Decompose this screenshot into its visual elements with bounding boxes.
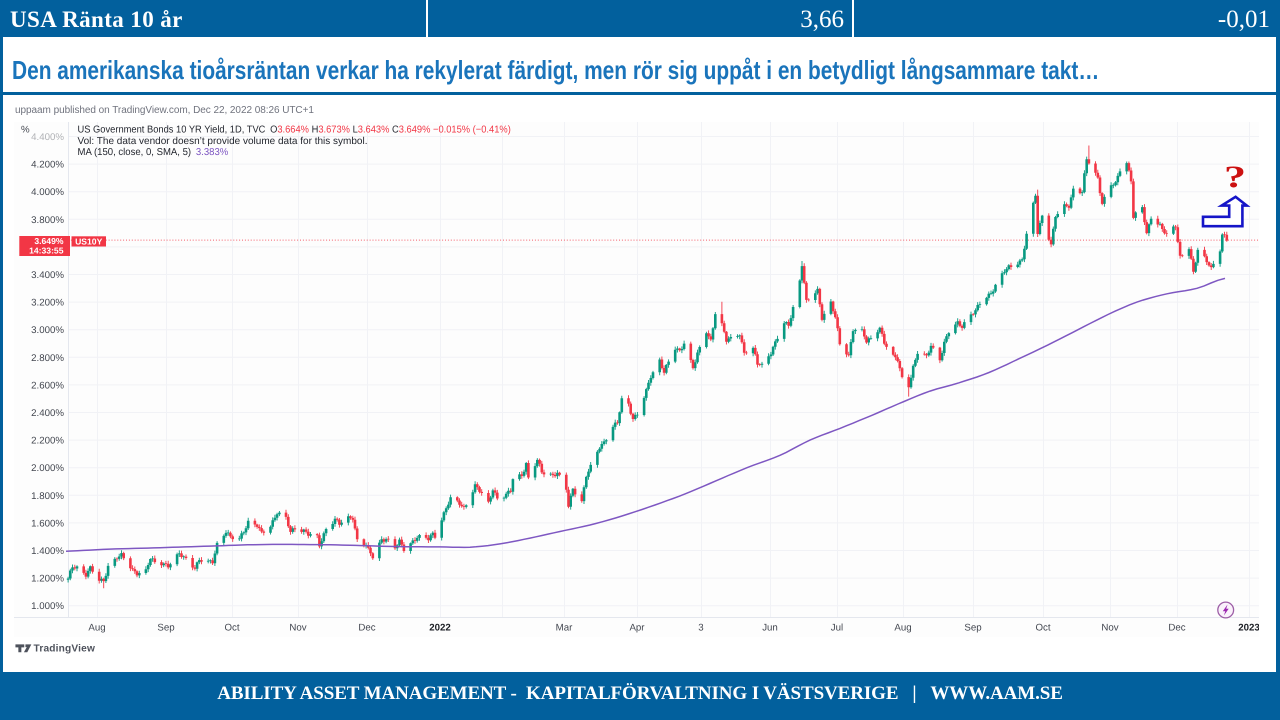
svg-text:4.400%: 4.400% <box>31 132 64 143</box>
svg-text:2022: 2022 <box>429 623 451 634</box>
svg-text:Apr: Apr <box>629 623 645 634</box>
svg-text:3.000%: 3.000% <box>31 325 64 336</box>
svg-text:3.400%: 3.400% <box>31 270 64 281</box>
svg-text:Dec: Dec <box>1168 623 1185 634</box>
svg-text:14:33:55: 14:33:55 <box>29 246 64 256</box>
svg-text:%: % <box>21 125 30 136</box>
svg-text:3.800%: 3.800% <box>31 215 64 226</box>
svg-text:3.200%: 3.200% <box>31 298 64 309</box>
svg-text:4.200%: 4.200% <box>31 160 64 171</box>
svg-text:Jul: Jul <box>831 623 843 634</box>
svg-text:?: ? <box>1224 159 1246 194</box>
svg-text:Oct: Oct <box>1035 623 1050 634</box>
svg-text:Vol: The data vendor doesn’t p: Vol: The data vendor doesn’t provide vol… <box>78 136 368 147</box>
svg-text:2.400%: 2.400% <box>31 408 64 419</box>
svg-text:Nov: Nov <box>289 623 306 634</box>
svg-text:Oct: Oct <box>224 623 239 634</box>
svg-text:Aug: Aug <box>88 623 105 634</box>
svg-text:2023: 2023 <box>1238 623 1259 634</box>
svg-text:Dec: Dec <box>358 623 375 634</box>
svg-text:1.200%: 1.200% <box>31 574 64 585</box>
svg-text:1.600%: 1.600% <box>31 518 64 529</box>
svg-text:MA (150, close, 0, SMA, 5) 3.3: MA (150, close, 0, SMA, 5) 3.383% <box>78 147 229 158</box>
svg-text:1.000%: 1.000% <box>31 601 64 612</box>
svg-text:Nov: Nov <box>1101 623 1118 634</box>
svg-text:Aug: Aug <box>894 623 911 634</box>
svg-text:US Government Bonds 10 YR Yiel: US Government Bonds 10 YR Yield, 1D, TVC… <box>78 125 511 136</box>
svg-text:Sep: Sep <box>157 623 174 634</box>
svg-text:TradingView: TradingView <box>34 643 96 654</box>
svg-text:2.000%: 2.000% <box>31 463 64 474</box>
svg-text:3.649%: 3.649% <box>34 236 64 246</box>
svg-text:Sep: Sep <box>964 623 981 634</box>
svg-text:4.000%: 4.000% <box>31 187 64 198</box>
svg-text:2.800%: 2.800% <box>31 353 64 364</box>
svg-text:3: 3 <box>698 623 703 634</box>
svg-text:1.800%: 1.800% <box>31 491 64 502</box>
svg-text:Jun: Jun <box>762 623 778 634</box>
svg-text:1.400%: 1.400% <box>31 546 64 557</box>
svg-text:2.200%: 2.200% <box>31 436 64 447</box>
svg-text:US10Y: US10Y <box>75 236 102 246</box>
svg-text:Mar: Mar <box>556 623 573 634</box>
svg-text:2.600%: 2.600% <box>31 380 64 391</box>
